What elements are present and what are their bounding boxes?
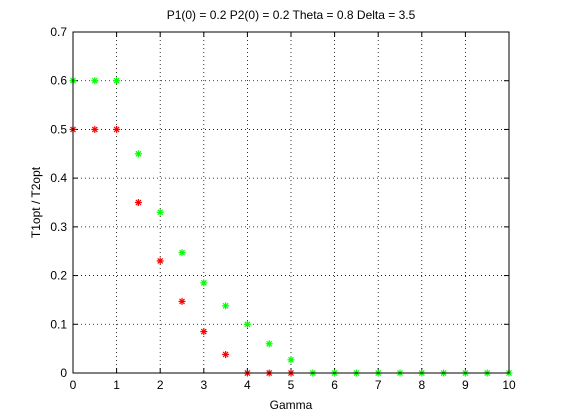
data-point bbox=[91, 125, 99, 133]
data-point bbox=[178, 249, 186, 257]
y-tick-label: 0 bbox=[60, 366, 67, 380]
data-point bbox=[134, 150, 142, 158]
x-tick-label: 0 bbox=[70, 378, 77, 392]
y-tick-label: 0.2 bbox=[50, 269, 67, 283]
data-point bbox=[243, 320, 251, 328]
data-point bbox=[265, 340, 273, 348]
y-tick-label: 0.4 bbox=[50, 171, 67, 185]
x-axis-label: Gamma bbox=[270, 398, 313, 412]
data-point bbox=[134, 199, 142, 206]
y-tick-label: 0.7 bbox=[50, 25, 67, 39]
x-tick-label: 10 bbox=[502, 378, 516, 392]
y-axis-label: T1opt / T2opt bbox=[29, 166, 43, 238]
data-series bbox=[69, 77, 513, 377]
data-point bbox=[200, 279, 208, 287]
x-tick-label: 3 bbox=[200, 378, 207, 392]
data-point bbox=[222, 350, 230, 358]
y-tick-label: 0.6 bbox=[50, 74, 67, 88]
data-point bbox=[91, 77, 99, 85]
data-point bbox=[178, 297, 186, 305]
data-point bbox=[156, 257, 164, 265]
data-point bbox=[156, 208, 164, 216]
x-tick-label: 7 bbox=[375, 378, 382, 392]
chart-title: P1(0) = 0.2 P2(0) = 0.2 Theta = 0.8 Delt… bbox=[167, 8, 416, 22]
y-tick-label: 0.3 bbox=[50, 220, 67, 234]
x-tick-label: 9 bbox=[462, 378, 469, 392]
plot-area-frame bbox=[72, 31, 510, 374]
data-point bbox=[200, 328, 208, 336]
tick-labels: 0 1 2 3 4 5 6 7 8 9 10 0 0.1 0.2 0.3 0.4 0.5 0.6 0.7 bbox=[50, 25, 516, 392]
x-tick-label: 2 bbox=[157, 378, 164, 392]
grid-lines bbox=[73, 32, 509, 373]
x-tick-label: 6 bbox=[331, 378, 338, 392]
series-1 bbox=[69, 77, 513, 377]
x-tick-label: 8 bbox=[418, 378, 425, 392]
x-tick-label: 4 bbox=[244, 378, 251, 392]
y-tick-label: 0.5 bbox=[50, 122, 67, 136]
data-point bbox=[287, 356, 295, 364]
x-tick-label: 5 bbox=[288, 378, 295, 392]
data-point bbox=[222, 302, 230, 310]
data-point bbox=[113, 77, 121, 85]
data-point bbox=[113, 125, 121, 133]
y-tick-label: 0.1 bbox=[50, 317, 67, 331]
x-tick-label: 1 bbox=[113, 378, 120, 392]
